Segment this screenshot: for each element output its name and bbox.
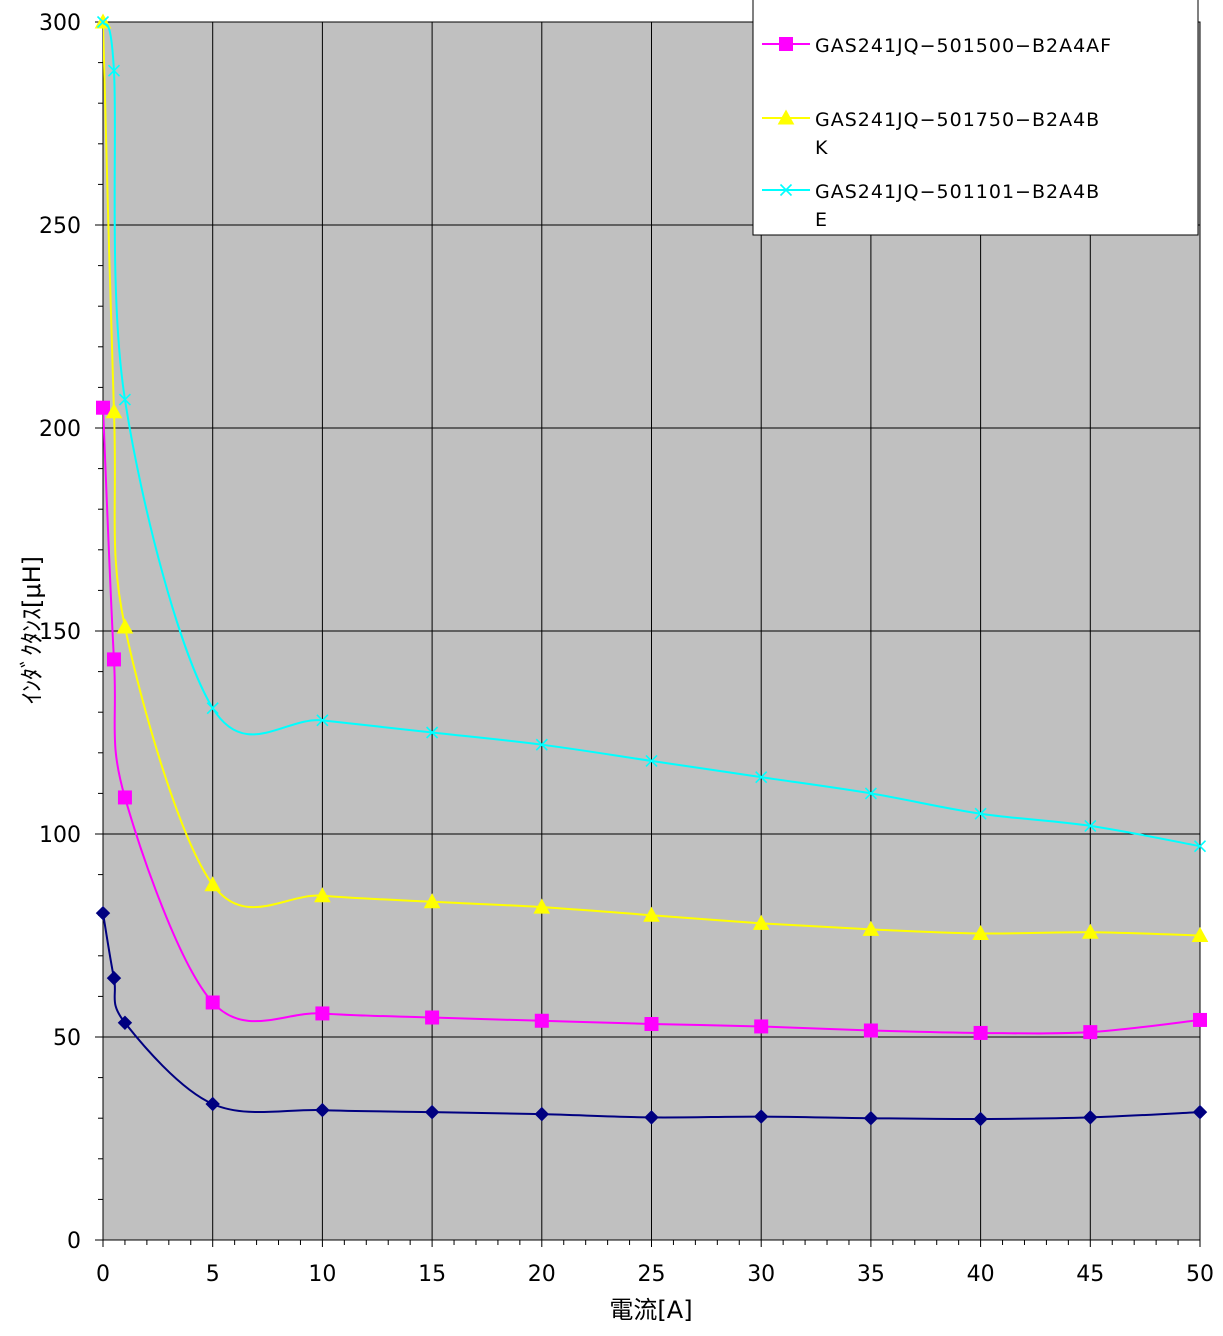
y-tick-label: 150 (39, 620, 81, 645)
legend-label: GAS241JQ−501101−B2A4B (815, 181, 1100, 203)
data-point (204, 876, 222, 892)
data-point (314, 887, 331, 903)
data-point (116, 618, 134, 634)
legend-label: GAS241JQ−501500−B2A4AF (815, 35, 1112, 57)
data-point (1084, 819, 1097, 832)
series-1 (95, 905, 1208, 1127)
data-point (644, 1017, 659, 1032)
data-point (973, 1111, 988, 1127)
data-point (106, 970, 122, 986)
y-tick-label: 200 (39, 417, 81, 442)
data-point (205, 995, 220, 1010)
y-axis-title: ｲﾝﾀﾞｸﾀﾝｽ[μH] (18, 556, 46, 704)
legend-swatch-marker (777, 109, 795, 125)
data-point (106, 652, 121, 667)
data-point (755, 771, 768, 784)
data-point (1193, 1012, 1207, 1027)
data-point (118, 393, 132, 406)
y-tick-label: 0 (67, 1229, 81, 1254)
data-point (96, 400, 110, 415)
legend-entry-2: GAS241JQ−501750−B2A4B K (762, 109, 1100, 159)
x-axis-title: 電流[A] (609, 1296, 692, 1324)
data-point (205, 1096, 220, 1112)
legend-entries: GAS241JQ−501500−B2A4AF GAS241JQ−501750−B2… (762, 35, 1112, 231)
data-point (974, 807, 987, 820)
data-point (864, 787, 877, 800)
data-point (533, 898, 551, 914)
legend-entry-3: GAS241JQ−501101−B2A4B E (762, 181, 1100, 231)
x-tick-label: 15 (418, 1262, 446, 1287)
data-point (424, 1104, 440, 1120)
x-tick-label: 10 (308, 1262, 336, 1287)
x-tick-label: 35 (857, 1262, 885, 1287)
x-tick-label: 5 (206, 1262, 220, 1287)
data-point (863, 1110, 879, 1126)
data-point (535, 738, 548, 751)
data-point (315, 1102, 330, 1118)
legend-label: E (815, 209, 828, 231)
data-point (972, 924, 989, 940)
data-point (315, 1006, 330, 1021)
data-point (1081, 923, 1099, 939)
series-line (103, 22, 1200, 848)
data-point (1083, 1110, 1098, 1125)
legend-label: GAS241JQ−501750−B2A4B (815, 109, 1100, 131)
data-point (534, 1013, 549, 1028)
series-line (103, 407, 1200, 1035)
data-point (107, 64, 121, 77)
series-line (103, 22, 1200, 937)
data-point (117, 790, 132, 805)
data-point (862, 920, 880, 936)
series-group (94, 13, 1209, 1127)
series-4 (96, 15, 1207, 853)
x-tick-label: 30 (747, 1262, 775, 1287)
x-tick-label: 25 (638, 1262, 666, 1287)
data-point (117, 1015, 133, 1030)
y-axis-ticks: 0 50 100 150 200 250 300 (39, 11, 103, 1254)
legend-label: K (815, 137, 828, 159)
x-tick-label: 50 (1186, 1262, 1214, 1287)
x-tick-label: 40 (967, 1262, 995, 1287)
data-point (316, 714, 329, 727)
series-2 (96, 400, 1207, 1040)
data-point (1192, 1104, 1208, 1120)
y-tick-label: 100 (39, 823, 81, 848)
data-point (645, 754, 658, 767)
data-point (95, 905, 111, 921)
x-tick-label: 0 (96, 1262, 110, 1287)
minor-ticks (98, 62, 1179, 1245)
data-point (863, 1023, 878, 1038)
data-point (644, 1110, 659, 1125)
x-tick-label: 20 (528, 1262, 556, 1287)
data-point (423, 893, 441, 909)
data-point (96, 15, 110, 29)
data-point (753, 1109, 769, 1124)
x-axis-ticks: 0 5 10 15 20 25 30 35 40 45 50 (96, 1240, 1214, 1287)
data-point (534, 1106, 550, 1122)
data-point (426, 726, 439, 739)
data-point (643, 906, 660, 922)
data-point (105, 403, 123, 419)
data-point (754, 1019, 769, 1034)
legend-entry-1: GAS241JQ−501500−B2A4AF (762, 35, 1112, 57)
legend: GAS241JQ−501500−B2A4AF GAS241JQ−501750−B2… (752, 0, 1199, 236)
y-tick-label: 300 (39, 11, 81, 36)
legend-box (752, 0, 1199, 236)
x-tick-label: 45 (1076, 1262, 1104, 1287)
y-tick-label: 250 (39, 214, 81, 239)
data-point (206, 702, 219, 715)
data-point (1083, 1025, 1098, 1040)
data-point (1191, 926, 1209, 942)
y-tick-label: 50 (53, 1026, 81, 1051)
data-point (425, 1010, 440, 1025)
legend-swatch-marker (779, 37, 793, 51)
data-point (752, 914, 770, 930)
data-point (973, 1025, 988, 1040)
legend-swatch-marker (779, 183, 793, 197)
data-point (1193, 840, 1207, 853)
